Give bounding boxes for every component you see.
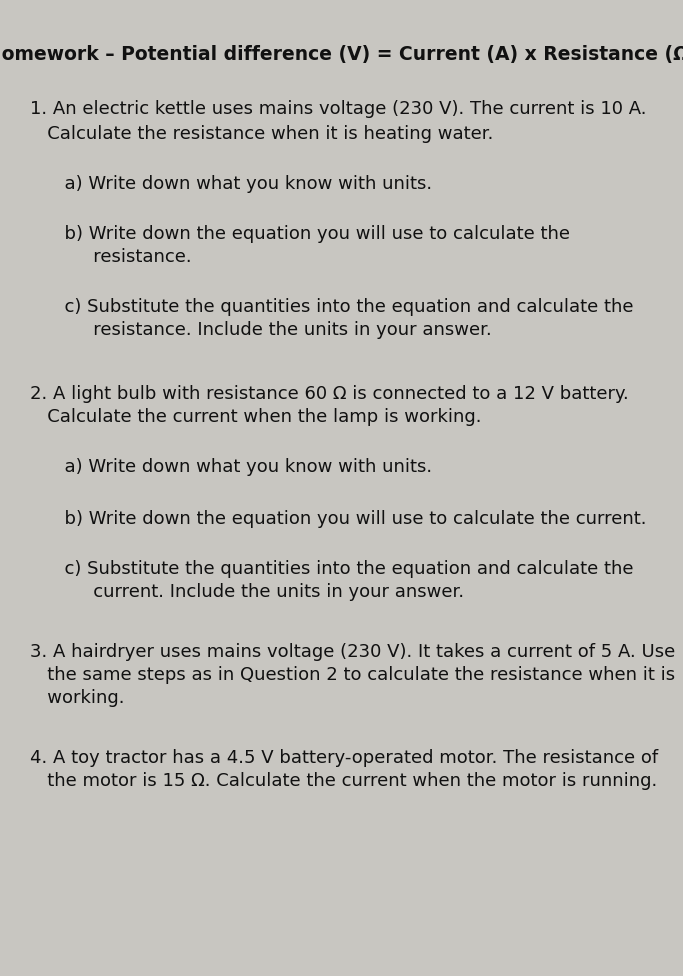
Text: c) Substitute the quantities into the equation and calculate the: c) Substitute the quantities into the eq… (30, 560, 634, 578)
Text: the motor is 15 Ω. Calculate the current when the motor is running.: the motor is 15 Ω. Calculate the current… (30, 772, 657, 790)
Text: a) Write down what you know with units.: a) Write down what you know with units. (30, 175, 432, 193)
Text: the same steps as in Question 2 to calculate the resistance when it is: the same steps as in Question 2 to calcu… (30, 666, 675, 684)
Text: Calculate the current when the lamp is working.: Calculate the current when the lamp is w… (30, 408, 482, 426)
Text: Homework – Potential difference (V) = Current (A) x Resistance (Ω): Homework – Potential difference (V) = Cu… (0, 45, 683, 64)
Text: b) Write down the equation you will use to calculate the: b) Write down the equation you will use … (30, 225, 570, 243)
Text: resistance. Include the units in your answer.: resistance. Include the units in your an… (30, 321, 492, 339)
Text: working.: working. (30, 689, 124, 707)
Text: 1. An electric kettle uses mains voltage (230 V). The current is 10 A.: 1. An electric kettle uses mains voltage… (30, 100, 647, 118)
Text: Calculate the resistance when it is heating water.: Calculate the resistance when it is heat… (30, 125, 493, 143)
Text: b) Write down the equation you will use to calculate the current.: b) Write down the equation you will use … (30, 510, 647, 528)
Text: c) Substitute the quantities into the equation and calculate the: c) Substitute the quantities into the eq… (30, 298, 634, 316)
Text: current. Include the units in your answer.: current. Include the units in your answe… (30, 583, 464, 601)
Text: 3. A hairdryer uses mains voltage (230 V). It takes a current of 5 A. Use: 3. A hairdryer uses mains voltage (230 V… (30, 643, 675, 661)
Text: 2. A light bulb with resistance 60 Ω is connected to a 12 V battery.: 2. A light bulb with resistance 60 Ω is … (30, 385, 629, 403)
Text: 4. A toy tractor has a 4.5 V battery-operated motor. The resistance of: 4. A toy tractor has a 4.5 V battery-ope… (30, 749, 658, 767)
Text: a) Write down what you know with units.: a) Write down what you know with units. (30, 458, 432, 476)
Text: resistance.: resistance. (30, 248, 192, 266)
